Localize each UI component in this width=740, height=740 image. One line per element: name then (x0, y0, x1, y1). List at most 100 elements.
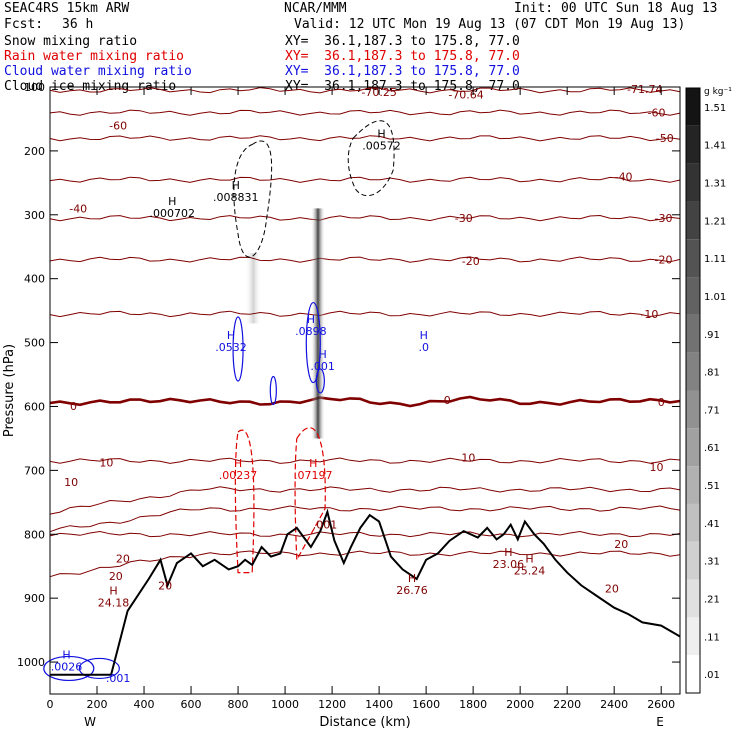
y-tick-label: 100 (24, 81, 45, 94)
contour-label: 10 (649, 461, 663, 474)
x-tick-label: 1800 (459, 698, 487, 711)
isotherm-10 (49, 457, 681, 464)
maximum-value: 26.76 (396, 584, 428, 597)
y-tick-label: 800 (24, 528, 45, 541)
colorbar-cell (686, 201, 700, 240)
contour-label: -40 (615, 170, 633, 183)
colorbar-label: 1.11 (704, 254, 726, 265)
contour-label: -30 (655, 212, 673, 225)
colorbar-cell (686, 617, 700, 656)
colorbar-cell (686, 125, 700, 164)
isotherm--20 (49, 256, 681, 263)
x-tick-label: 0 (47, 698, 54, 711)
maximum-marker: H (408, 572, 416, 585)
x-tick-label: 2200 (553, 698, 581, 711)
y-tick-label: 600 (24, 400, 45, 413)
maximum-marker: H (227, 329, 235, 342)
colorbar-label: .51 (704, 481, 720, 492)
colorbar-cell (686, 277, 700, 315)
maximum-value: .00572 (362, 140, 401, 153)
y-tick-label: 200 (24, 145, 45, 158)
terrain-line (50, 508, 681, 676)
isotherm-20 (49, 530, 681, 538)
west-label: W (84, 715, 96, 729)
colorbar-label: 1.01 (704, 292, 726, 303)
maximum-marker: H (377, 128, 385, 141)
colorbar-label: .81 (704, 368, 720, 379)
maximum-value: .008831 (213, 191, 259, 204)
colorbar-label: .01 (704, 670, 720, 681)
maximum-value: .00237 (219, 469, 258, 482)
isotherm--70 (49, 87, 681, 94)
maximum-value: .000702 (149, 207, 195, 220)
cloud-water-contour (78, 657, 120, 680)
rain-water-contour (234, 429, 255, 574)
colorbar-cell (686, 352, 700, 391)
y-tick-label: 900 (24, 592, 45, 605)
x-tick-label: 400 (134, 698, 155, 711)
contour-label: -50 (656, 132, 674, 145)
cloud-water-contour (43, 655, 95, 682)
x-tick-label: 600 (181, 698, 202, 711)
colorbar-label: .21 (704, 594, 720, 605)
maximum-value: .001 (310, 360, 335, 373)
contour-label: 20 (116, 553, 130, 566)
isotherm-lower (49, 486, 681, 515)
maximum-marker: H (168, 195, 176, 208)
maximum-value: .07197 (294, 469, 333, 482)
maximum-value: .0026 (51, 660, 83, 673)
contour-label: 20 (109, 570, 123, 583)
x-tick-label: 800 (228, 698, 249, 711)
maximum-marker: H (309, 457, 317, 470)
contour-label: -20 (462, 255, 480, 268)
colorbar-label: 1.51 (704, 103, 726, 114)
isotherm-0 (49, 395, 681, 408)
east-label: E (656, 715, 664, 729)
colorbar-label: .71 (704, 405, 720, 416)
maximum-value: 23.06 (493, 558, 525, 571)
center-label: NCAR/MMM (284, 1, 347, 16)
colorbar-cell (686, 541, 700, 580)
colorbar-label: 1.31 (704, 179, 726, 190)
y-tick-label: 500 (24, 337, 45, 350)
contour-label: 10 (461, 452, 475, 465)
isotherm-lower (49, 550, 681, 578)
isotherm--10 (49, 310, 681, 318)
maximum-value: .001 (106, 672, 131, 685)
maximum-marker: H (319, 348, 327, 361)
colorbar-cell (686, 314, 700, 353)
x-tick-label: 2600 (647, 698, 675, 711)
colorbar-cell (686, 163, 700, 202)
contour-label: 0 (70, 400, 77, 413)
field-name-rain: Rain water mixing ratio (4, 49, 185, 64)
x-tick-label: 1000 (271, 698, 299, 711)
maximum-value: 24.18 (98, 597, 130, 610)
maximum-marker: H (420, 329, 428, 342)
maximum-marker: H (525, 553, 533, 566)
colorbar-cell (686, 88, 700, 126)
contour-label: -40 (69, 202, 87, 215)
x-tick-label: 1200 (318, 698, 346, 711)
y-axis-label: Pressure (hPa) (2, 344, 17, 437)
maximum-marker: H (504, 546, 512, 559)
field-name-cloud-water: Cloud water mixing ratio (4, 64, 192, 79)
mixing-ratio-shading-faint (245, 253, 262, 324)
maximum-marker: H (232, 179, 240, 192)
contour-label: -60 (109, 119, 127, 132)
rain-water-contour (294, 427, 326, 562)
contour-label: -30 (455, 212, 473, 225)
contour-label: -60 (648, 107, 666, 120)
y-tick-label: 300 (24, 209, 45, 222)
contour-label: 20 (158, 579, 172, 592)
cloud-water-contour (315, 368, 325, 394)
colorbar-cell (686, 466, 700, 504)
isotherm--60 (49, 109, 681, 116)
contour-label: 0 (658, 396, 665, 409)
contour-label: -10 (640, 308, 658, 321)
colorbar-label: 1.41 (704, 141, 726, 152)
init-label: Init: 00 UTC Sun 18 Aug 13 (514, 1, 718, 16)
contour-label: 20 (614, 538, 628, 551)
field-xy-snow: XY= 36.1,187.3 to 175.8, 77.0 (285, 34, 520, 49)
y-tick-label: 1000 (17, 656, 45, 669)
contour-label: 20 (605, 583, 619, 596)
